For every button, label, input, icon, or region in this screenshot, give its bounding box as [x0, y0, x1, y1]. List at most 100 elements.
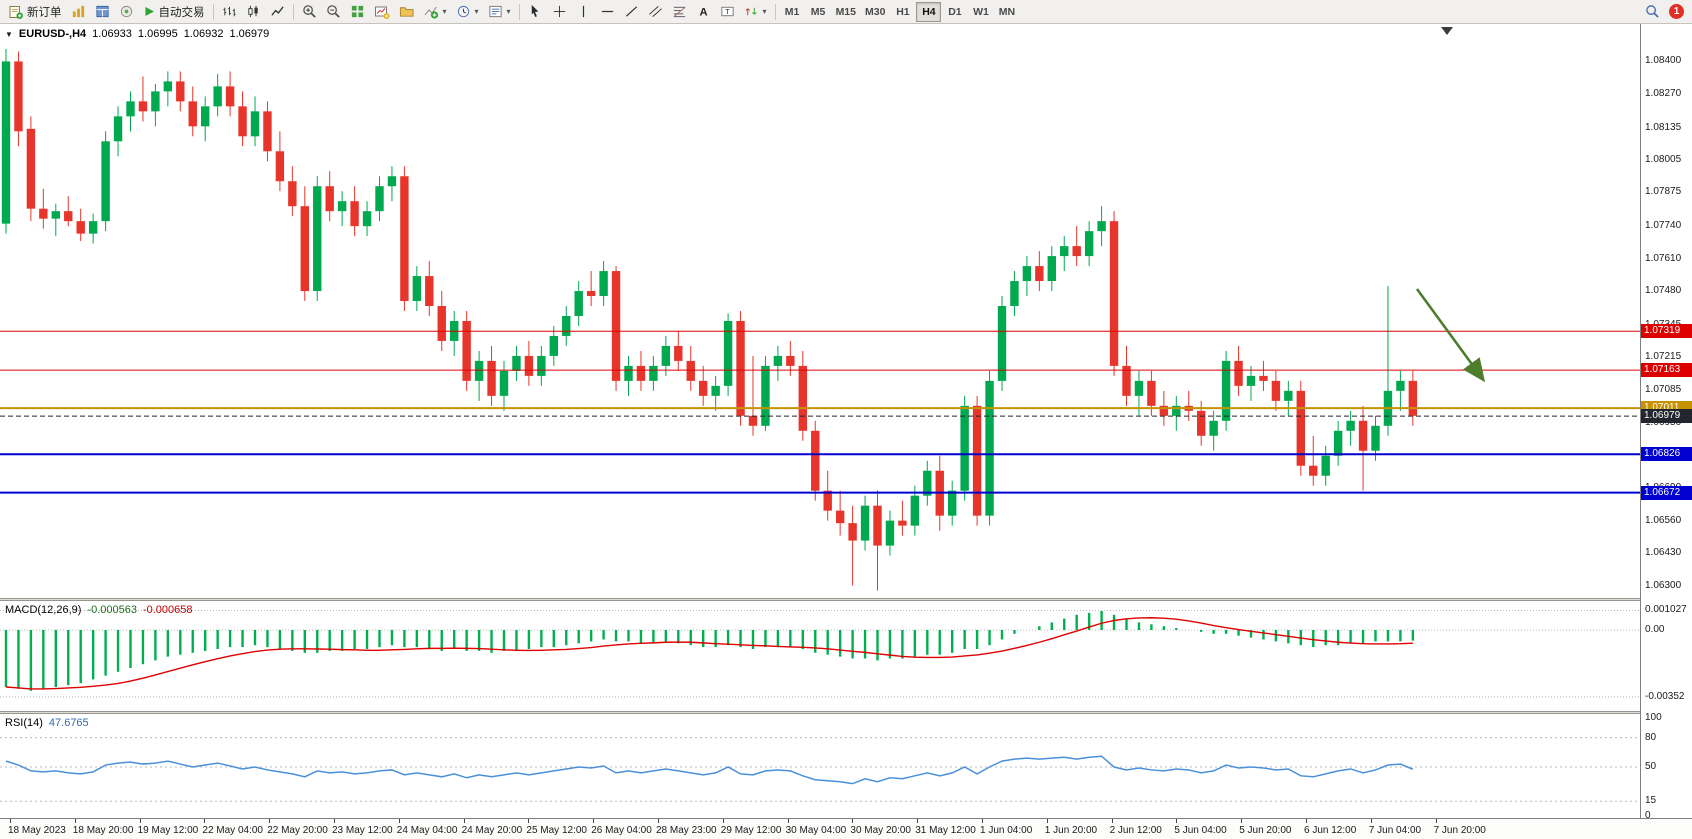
profiles-button[interactable] — [395, 2, 418, 22]
new-chart-button[interactable] — [370, 2, 394, 22]
zoom-out-button[interactable] — [322, 2, 345, 22]
text-button[interactable]: A — [692, 2, 715, 22]
timeframe-button-mn[interactable]: MN — [994, 2, 1019, 22]
macd-scale-label: 0.00 — [1645, 624, 1665, 635]
bull-candle — [885, 520, 895, 546]
zoom-out-icon — [326, 5, 340, 18]
bull-candle — [923, 470, 932, 496]
chart-shift-marker[interactable] — [1441, 27, 1453, 35]
horizontal-line-button[interactable] — [596, 2, 619, 22]
timeframe-button-m5[interactable]: M5 — [806, 2, 831, 22]
bull-candle — [201, 106, 210, 127]
bull-candle — [101, 141, 110, 222]
toolbar: 新订单 自动交易 ▾ ▾ — [0, 0, 1692, 24]
rsi-label-row: RSI(14) 47.6765 — [5, 717, 89, 729]
bear-candle — [1109, 221, 1119, 366]
bear-candle — [1358, 420, 1368, 451]
tile-windows-button[interactable] — [346, 2, 369, 22]
support-lower-price-badge: 1.06672 — [1641, 485, 1692, 500]
rsi-line — [5, 755, 1414, 785]
bear-candle — [686, 360, 695, 381]
timeframe-button-m30[interactable]: M30 — [861, 2, 889, 22]
autotrading-button[interactable]: 自动交易 — [139, 2, 209, 22]
play-icon — [144, 7, 154, 16]
zoom-in-button[interactable] — [298, 2, 321, 22]
bull-candle — [1022, 266, 1032, 282]
time-axis-label: 26 May 04:00 — [591, 825, 652, 836]
candlestick-chart-button[interactable] — [242, 2, 265, 22]
arrows-button[interactable]: ▾ — [740, 2, 771, 22]
bear-candle — [188, 101, 197, 127]
timeframe-button-h4[interactable]: H4 — [916, 1, 942, 22]
macd-scale-label: 0.001027 — [1645, 604, 1687, 616]
bear-candle — [138, 101, 148, 112]
toolbar-separator — [292, 3, 294, 20]
data-window-button[interactable] — [91, 2, 114, 22]
bear-candle — [1122, 365, 1131, 396]
bull-candle — [723, 320, 733, 386]
bear-candle — [798, 365, 807, 431]
cursor-icon — [531, 4, 538, 17]
indicators-button[interactable]: ▾ — [419, 2, 451, 22]
time-axis-label: 5 Jun 04:00 — [1174, 825, 1227, 836]
fibonacci-button[interactable] — [668, 2, 691, 22]
search-icon — [1646, 5, 1659, 18]
bull-candle — [1396, 380, 1405, 391]
rsi-panel-splitter[interactable] — [0, 711, 1692, 714]
support-upper-price-badge: 1.06826 — [1641, 447, 1692, 462]
bull-candle — [1221, 360, 1231, 421]
time-axis-label: 7 Jun 04:00 — [1368, 825, 1422, 836]
macd-scale-label: -0.00352 — [1645, 690, 1685, 702]
time-axis-label: 6 Jun 12:00 — [1304, 825, 1357, 836]
time-axis-label: 30 May 04:00 — [785, 825, 847, 836]
fibonacci-icon — [673, 6, 685, 18]
macd-panel-splitter[interactable] — [0, 598, 1692, 601]
timeframe-button-w1[interactable]: W1 — [968, 2, 993, 22]
timeframe-button-m1[interactable]: M1 — [780, 2, 805, 22]
time-axis-tick — [1176, 819, 1178, 823]
crosshair-button[interactable] — [548, 2, 571, 22]
crosshair-icon — [553, 5, 565, 18]
time-axis-label: 28 May 23:00 — [656, 825, 717, 836]
bull-candle — [1321, 455, 1330, 476]
time-axis-tick — [398, 819, 400, 823]
charts-button[interactable] — [67, 2, 90, 22]
bar-chart-button[interactable] — [218, 2, 241, 22]
new-order-button[interactable]: 新订单 — [4, 2, 66, 22]
vertical-line-button[interactable] — [572, 2, 595, 22]
bull-candle — [151, 91, 160, 112]
trend-arrow[interactable] — [1415, 288, 1486, 383]
time-axis-tick — [269, 819, 271, 823]
tile-windows-icon — [351, 5, 363, 18]
time-axis-tick — [139, 819, 141, 823]
data-window-icon — [95, 5, 109, 18]
text-label-button[interactable]: T — [716, 2, 739, 22]
bear-candle — [674, 345, 683, 361]
bull-candle — [512, 355, 521, 371]
notification-badge[interactable]: 1 — [1669, 4, 1684, 19]
chart-canvas[interactable] — [0, 24, 1640, 818]
line-chart-button[interactable] — [266, 2, 289, 22]
search-button[interactable] — [1641, 2, 1664, 22]
candlestick-chart-icon — [247, 5, 258, 18]
time-axis-tick — [787, 819, 789, 823]
periods-button[interactable]: ▾ — [452, 2, 483, 22]
dropdown-caret-icon: ▾ — [474, 7, 479, 16]
time-axis-tick — [1370, 819, 1372, 823]
timeframe-button-m15[interactable]: M15 — [832, 2, 860, 22]
community-button[interactable] — [115, 2, 138, 22]
bull-candle — [574, 291, 583, 316]
bear-candle — [462, 320, 471, 381]
timeframe-button-h1[interactable]: H1 — [890, 2, 915, 22]
cursor-button[interactable] — [524, 2, 547, 22]
trendline-button[interactable] — [620, 2, 643, 22]
toolbar-separator — [774, 3, 776, 20]
price-axis-label: 1.07610 — [1645, 252, 1682, 264]
bull-candle — [1134, 380, 1144, 396]
timeframe-button-d1[interactable]: D1 — [942, 2, 967, 22]
bear-candle — [263, 111, 272, 152]
text-icon: A — [699, 6, 707, 18]
channel-button[interactable] — [644, 2, 667, 22]
templates-button[interactable]: ▾ — [484, 2, 515, 22]
chevron-down-icon[interactable]: ▼ — [5, 29, 13, 39]
